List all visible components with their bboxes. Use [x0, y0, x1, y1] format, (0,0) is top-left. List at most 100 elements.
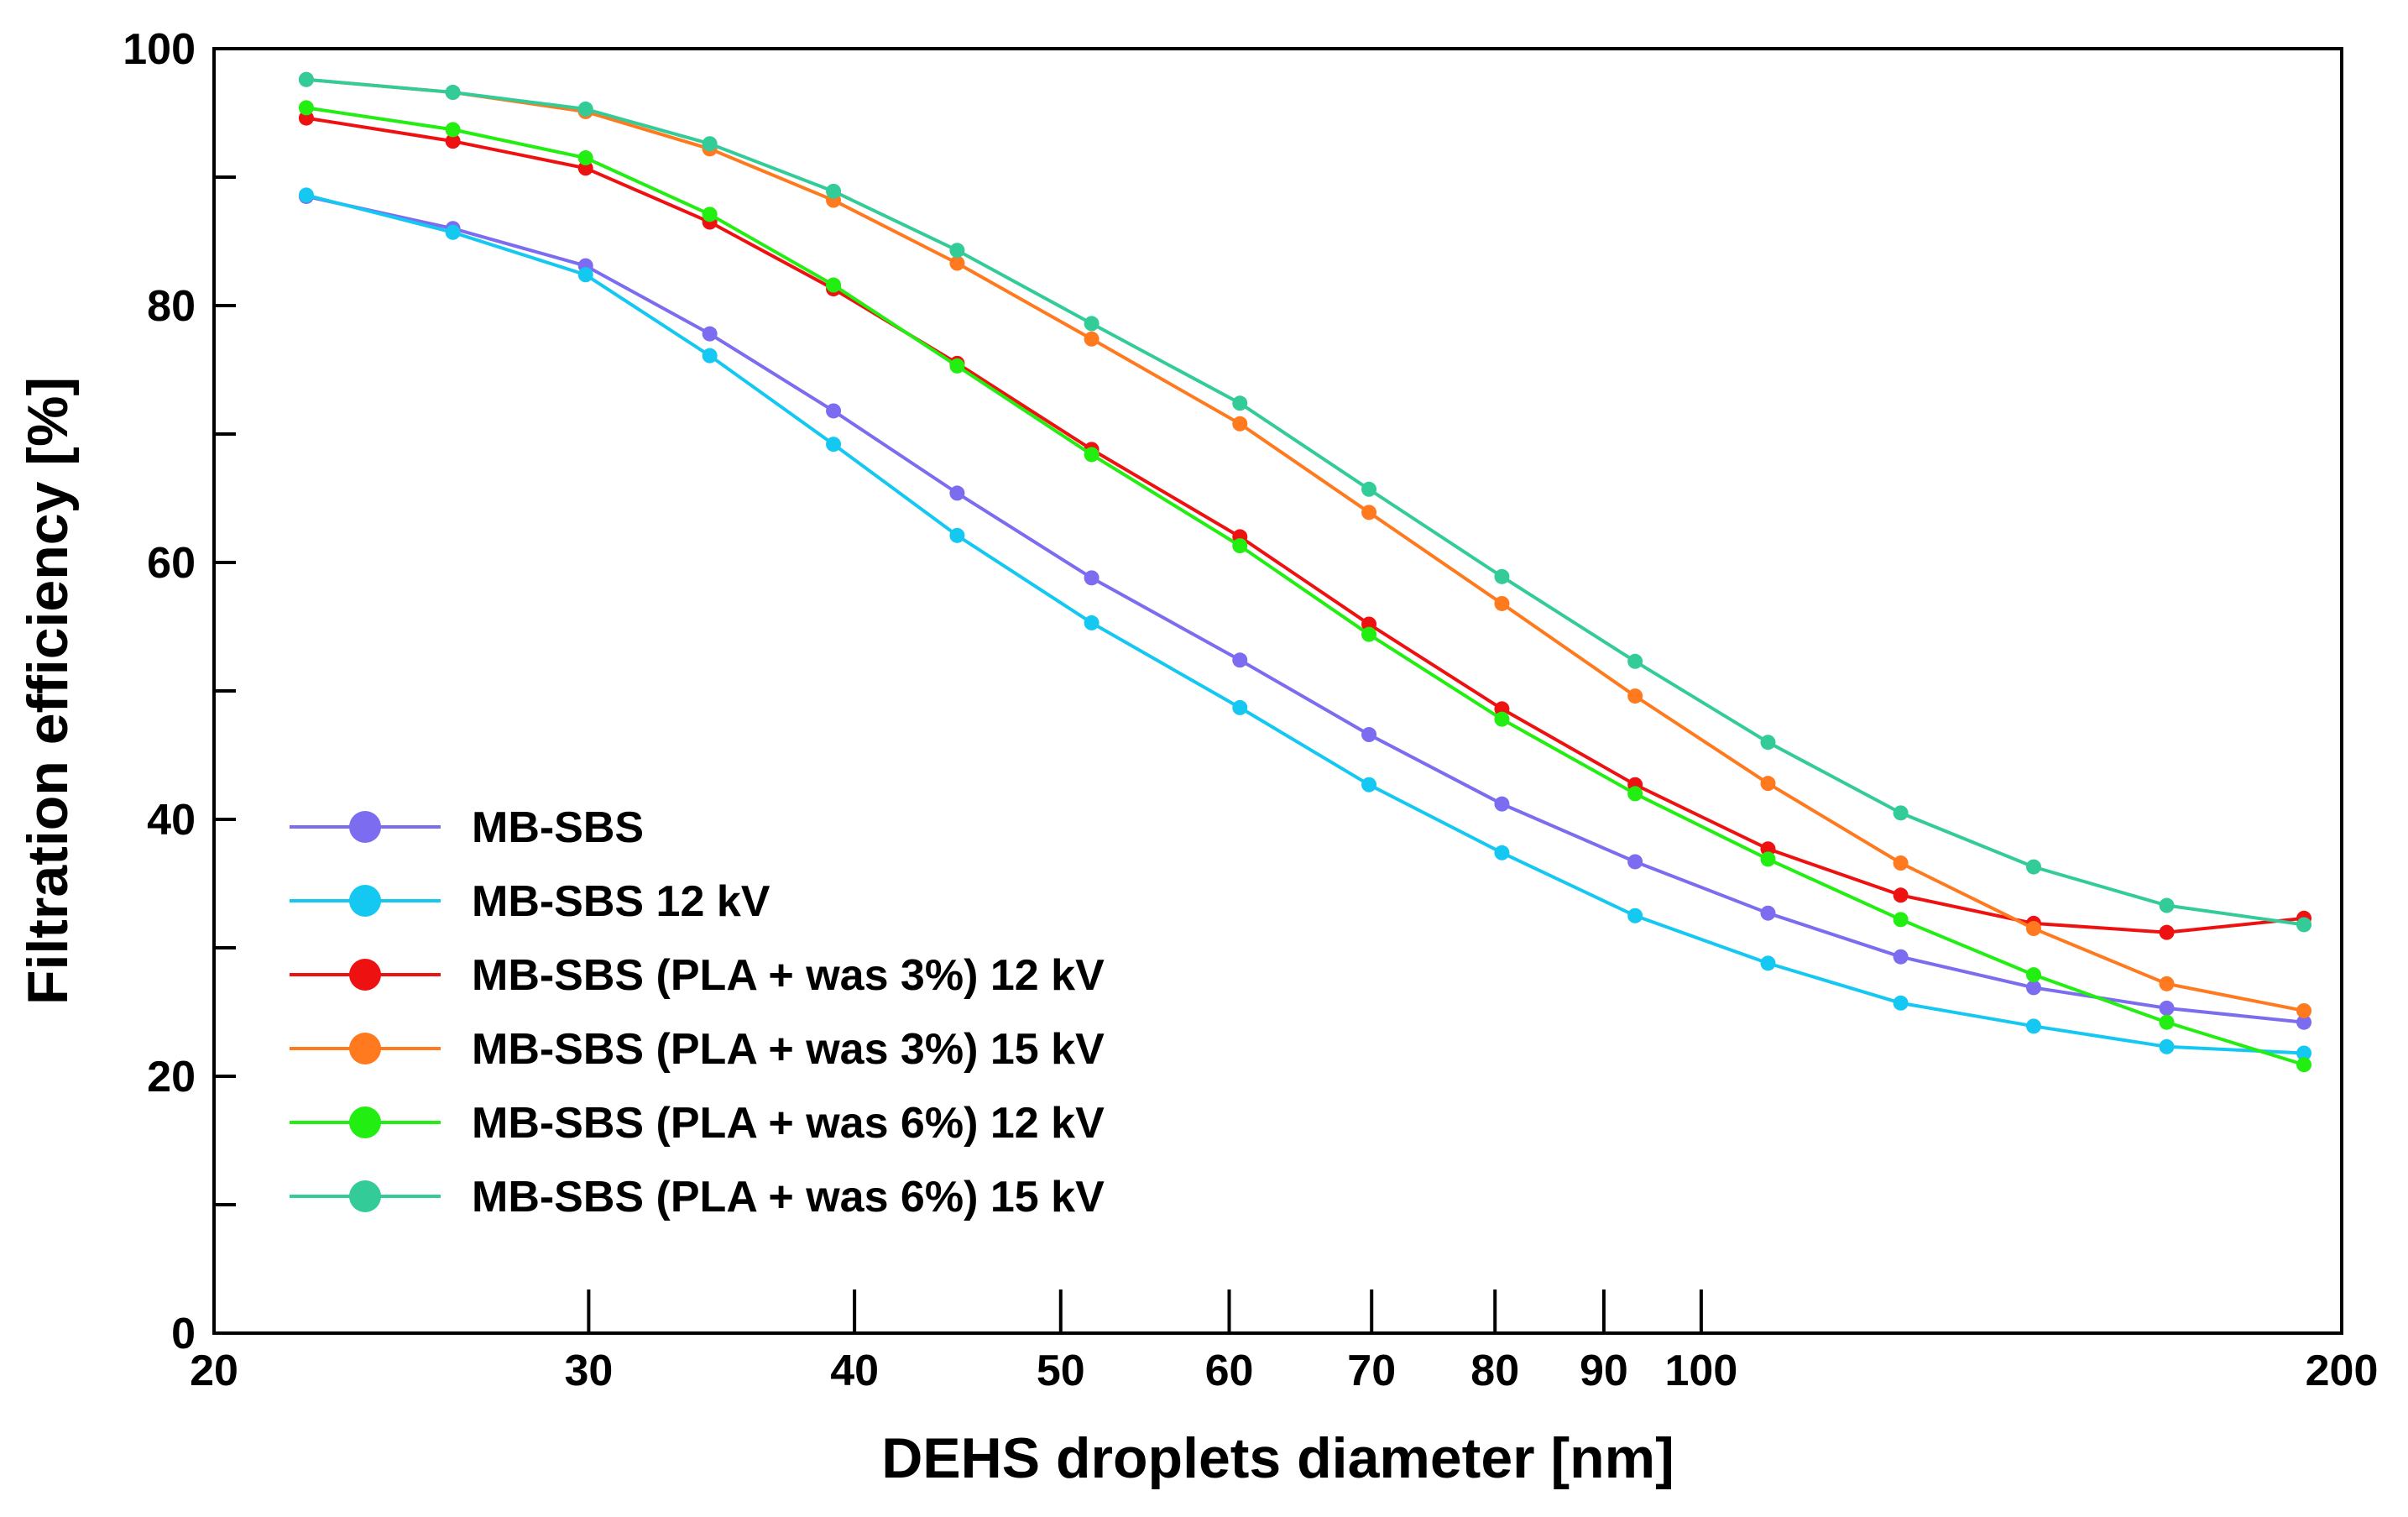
data-point [949, 485, 965, 501]
data-point [1084, 316, 1100, 332]
legend-label: MB-SBS (PLA + was 3%) 12 kV [472, 951, 1105, 1000]
data-point [702, 136, 718, 152]
data-point [2025, 980, 2041, 996]
data-point [949, 358, 965, 374]
data-point [1760, 851, 1776, 867]
x-tick-label: 50 [1037, 1347, 1085, 1395]
data-point [1627, 854, 1643, 870]
series-line [306, 116, 2305, 934]
data-point [1361, 481, 1377, 497]
data-point [1893, 805, 1909, 821]
data-point [577, 267, 593, 283]
data-point [2296, 1002, 2312, 1018]
series-5 [298, 100, 2312, 1073]
legend-label: MB-SBS 12 kV [472, 877, 770, 926]
data-point [1232, 652, 1248, 668]
y-tick-label: 60 [147, 539, 196, 588]
data-point [1893, 949, 1909, 965]
x-tick-label: 70 [1347, 1347, 1396, 1395]
legend-item: MB-SBS [290, 803, 644, 852]
data-point [1232, 538, 1248, 554]
data-point [1627, 908, 1643, 923]
x-tick-label: 80 [1470, 1347, 1519, 1395]
data-point [2159, 1000, 2175, 1016]
data-point [298, 100, 314, 116]
data-point [826, 403, 842, 419]
data-point [1084, 447, 1100, 463]
data-point [1760, 905, 1776, 921]
data-point [949, 243, 965, 259]
x-tick-label: 20 [190, 1347, 238, 1395]
data-point [445, 133, 461, 149]
data-point [298, 71, 314, 87]
data-point [1361, 505, 1377, 520]
data-point [702, 348, 718, 364]
data-point [826, 437, 842, 452]
x-axis-title: DEHS droplets diameter [nm] [881, 1426, 1674, 1490]
data-point [2159, 1038, 2175, 1054]
x-tick-label: 30 [564, 1347, 613, 1395]
legend-item: MB-SBS (PLA + was 3%) 12 kV [290, 951, 1105, 1000]
data-point [949, 527, 965, 543]
data-point [1893, 855, 1909, 871]
x-tick-label: 200 [2306, 1347, 2379, 1395]
legend-marker [349, 1106, 381, 1138]
data-point [2296, 1014, 2312, 1030]
series-line [306, 77, 2305, 927]
data-point [1084, 615, 1100, 630]
y-tick-label: 0 [171, 1310, 196, 1358]
data-point [1361, 777, 1377, 793]
data-point [298, 187, 314, 203]
data-point [2025, 921, 2041, 937]
legend-item: MB-SBS (PLA + was 6%) 15 kV [290, 1173, 1105, 1221]
y-tick-label: 20 [147, 1053, 196, 1101]
series-2 [298, 187, 2312, 1061]
data-point [445, 85, 461, 101]
data-point [445, 224, 461, 240]
data-point [1893, 912, 1909, 928]
data-point [1232, 395, 1248, 411]
legend-label: MB-SBS [472, 803, 644, 852]
legend-label: MB-SBS (PLA + was 3%) 15 kV [472, 1025, 1105, 1074]
legend-marker [349, 1180, 381, 1212]
legend-item: MB-SBS (PLA + was 6%) 12 kV [290, 1099, 1105, 1148]
x-tick-label: 40 [830, 1347, 879, 1395]
data-point [1893, 887, 1909, 903]
data-point [949, 255, 965, 271]
legend-marker [349, 959, 381, 991]
data-point [1494, 796, 1510, 812]
data-point [1494, 711, 1510, 727]
data-point [1232, 699, 1248, 715]
data-point [2025, 1018, 2041, 1034]
x-tick-label: 60 [1205, 1347, 1254, 1395]
data-point [1627, 688, 1643, 704]
data-point [2296, 917, 2312, 933]
series-line [306, 106, 2305, 1067]
x-tick-label: 90 [1580, 1347, 1628, 1395]
series-line [306, 194, 2305, 1024]
legend-label: MB-SBS (PLA + was 6%) 12 kV [472, 1099, 1105, 1148]
y-tick-label: 100 [123, 25, 196, 74]
data-point [1627, 653, 1643, 669]
data-point [702, 326, 718, 342]
data-point [1760, 776, 1776, 792]
data-point [1084, 331, 1100, 347]
data-point [2159, 1014, 2175, 1030]
data-point [1084, 570, 1100, 586]
data-point [1494, 595, 1510, 611]
data-point [1361, 727, 1377, 743]
data-point [2025, 859, 2041, 875]
data-point [577, 101, 593, 117]
y-tick-label: 80 [147, 282, 196, 331]
data-point [1494, 568, 1510, 584]
data-point [1893, 995, 1909, 1011]
data-point [702, 207, 718, 222]
data-point [1494, 845, 1510, 861]
y-axis-title: Filtration efficiency [%] [16, 377, 80, 1005]
y-tick-label: 40 [147, 796, 196, 845]
data-point [1760, 735, 1776, 751]
x-tick-label: 100 [1665, 1347, 1738, 1395]
